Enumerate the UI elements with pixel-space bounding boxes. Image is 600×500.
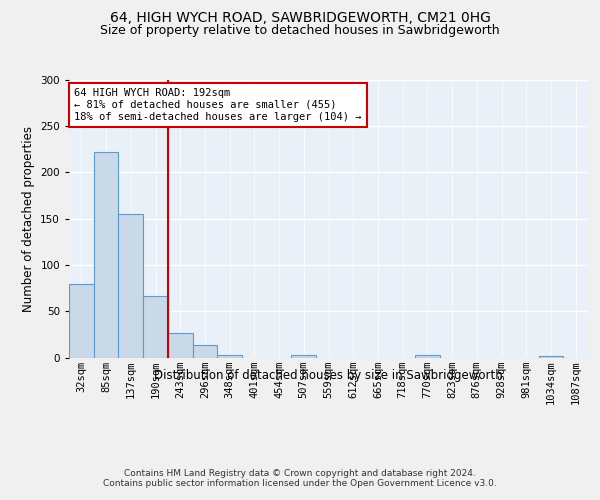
Bar (193, 346, 217, 358)
Bar (415, 354, 440, 358)
Bar (69, 284, 94, 358)
Text: Distribution of detached houses by size in Sawbridgeworth: Distribution of detached houses by size … (154, 369, 503, 382)
Bar (292, 354, 316, 358)
Bar (94, 152, 118, 358)
Bar (217, 354, 242, 358)
Bar (168, 334, 193, 357)
Text: 64 HIGH WYCH ROAD: 192sqm
← 81% of detached houses are smaller (455)
18% of semi: 64 HIGH WYCH ROAD: 192sqm ← 81% of detac… (74, 88, 362, 122)
Bar (143, 296, 168, 358)
Bar (539, 356, 563, 358)
Text: Size of property relative to detached houses in Sawbridgeworth: Size of property relative to detached ho… (100, 24, 500, 37)
Text: Contains HM Land Registry data © Crown copyright and database right 2024.
Contai: Contains HM Land Registry data © Crown c… (103, 469, 497, 488)
Y-axis label: Number of detached properties: Number of detached properties (22, 126, 35, 312)
Text: 64, HIGH WYCH ROAD, SAWBRIDGEWORTH, CM21 0HG: 64, HIGH WYCH ROAD, SAWBRIDGEWORTH, CM21… (110, 11, 490, 25)
Bar (118, 214, 143, 358)
